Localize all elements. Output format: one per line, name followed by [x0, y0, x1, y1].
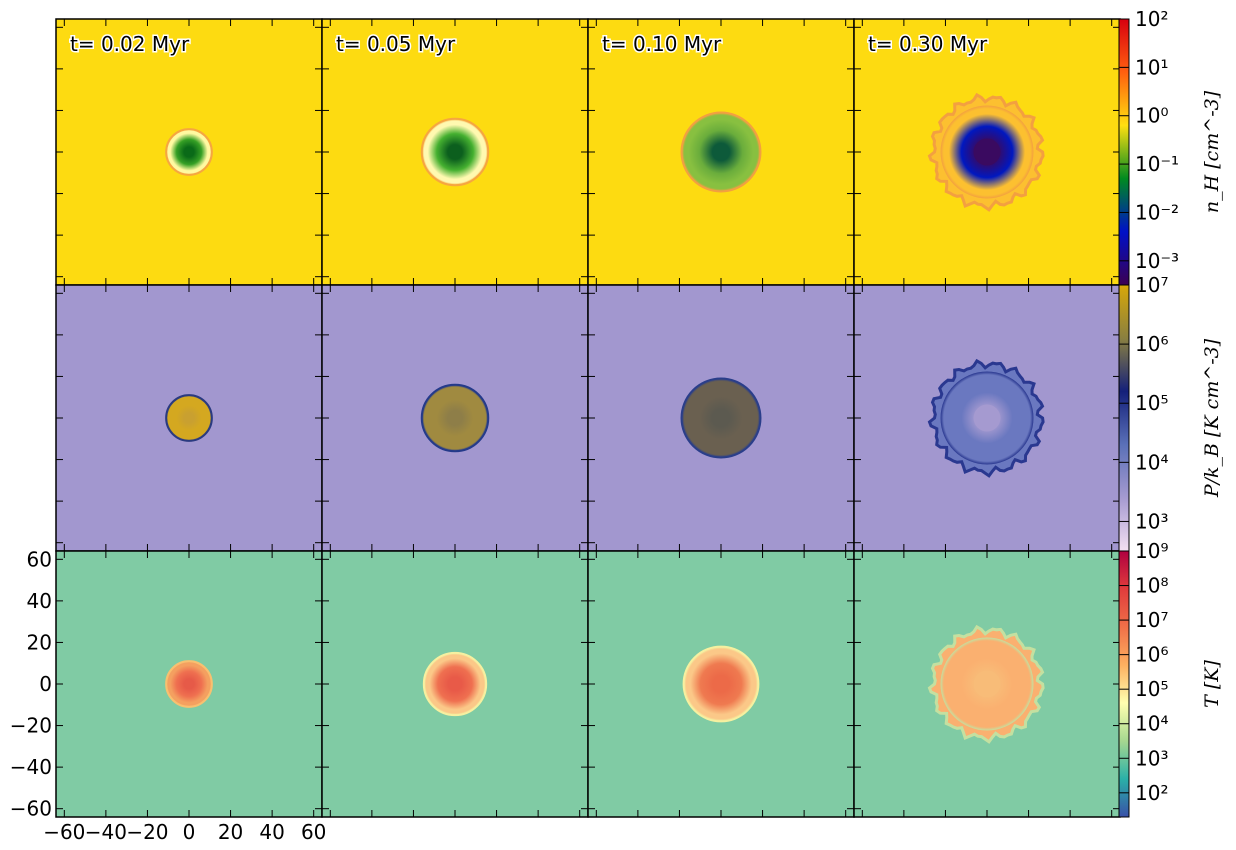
x-tick-label: 20 [218, 820, 243, 844]
bubble [165, 394, 213, 442]
time-label: t= 0.02 Myr [70, 32, 190, 56]
bubble [420, 117, 490, 187]
colorbar-tick-label: 10⁶ [1135, 643, 1168, 667]
x-tick-label: −60 [43, 820, 85, 844]
y-tick-label: 40 [27, 589, 52, 613]
bubble-core [973, 670, 1001, 698]
colorbar-pressure: 10³ 10⁴ 10⁵ 10⁶ 10⁷ P/k_B [K cm^-3] [1118, 273, 1223, 552]
bubble [680, 377, 762, 459]
colorbar-tick-label: 10⁸ [1135, 574, 1168, 598]
y-tick-label: 20 [27, 630, 52, 654]
panel-r0-c1: t= 0.05 Myr [321, 18, 589, 286]
colorbar-tick-label: 10⁹ [1135, 539, 1168, 563]
bubble [420, 383, 490, 453]
colorbar-scale [1118, 284, 1130, 552]
panel-r2-c0 [55, 550, 323, 818]
colorbar-tick-label: 10² [1135, 781, 1168, 805]
colorbar-tick-label: 10⁻¹ [1135, 152, 1179, 176]
colorbar-tick-label: 10⁷ [1135, 608, 1168, 632]
colorbar-tick-label: 10⁷ [1135, 273, 1168, 297]
time-label: t= 0.30 Myr [868, 32, 988, 56]
colorbar-tick-label: 10² [1135, 7, 1168, 31]
colorbar-tick-label: 10⁵ [1135, 391, 1168, 415]
time-label: t= 0.05 Myr [336, 32, 456, 56]
colorbar-temperature: 10² 10³ 10⁴ 10⁵ 10⁶ 10⁷ 10⁸ 10⁹ T [K] [1118, 539, 1223, 818]
colorbar-label: P/k_B [K cm^-3] [1201, 338, 1223, 498]
panel-r0-c0: t= 0.02 Myr [55, 18, 323, 286]
panel-r0-c3: t= 0.30 Myr [853, 18, 1121, 286]
y-tick-label: −20 [10, 714, 52, 738]
bubble-core [973, 404, 1001, 432]
bubble [680, 111, 762, 193]
colorbar-tick-label: 10³ [1135, 509, 1168, 533]
colorbar-label: T [K] [1201, 660, 1223, 708]
colorbar-tick-label: 10⁻² [1135, 200, 1179, 224]
bubble [165, 660, 213, 708]
colorbar-scale [1118, 550, 1130, 818]
panel-r2-c2 [587, 550, 855, 818]
x-tick-label: 0 [183, 820, 196, 844]
x-tick-label: −20 [126, 820, 168, 844]
colorbar-tick-label: 10⁵ [1135, 677, 1168, 701]
panel-r0-c2: t= 0.10 Myr [587, 18, 855, 286]
x-tick-label: 40 [259, 820, 284, 844]
colorbar-tick-label: 10¹ [1135, 55, 1168, 79]
panel-r2-c3 [853, 550, 1121, 818]
colorbar-tick-label: 10⁴ [1135, 712, 1168, 736]
bubble [422, 651, 488, 717]
x-tick-label: 60 [301, 820, 326, 844]
panel-r1-c1 [321, 284, 589, 552]
colorbar-tick-label: 10⁴ [1135, 450, 1168, 474]
colorbar-tick-label: 10⁻³ [1135, 249, 1179, 273]
bubble-core [973, 138, 1001, 166]
colorbar-tick-label: 10³ [1135, 746, 1168, 770]
y-tick-label: 0 [39, 672, 52, 696]
panel-grid: t= 0.02 Myr t= 0.05 Myr t= 0.10 Myr t= 0.30… [55, 18, 1121, 818]
x-tick-label: −40 [85, 820, 127, 844]
y-tick-label: 60 [27, 547, 52, 571]
panel-r1-c3 [853, 284, 1121, 552]
y-tick-label: −40 [10, 755, 52, 779]
colorbar-scale [1118, 18, 1130, 286]
bubble [165, 128, 213, 176]
colorbar-density: 10⁻³ 10⁻² 10⁻¹ 10⁰ 10¹ 10² n_H [cm^-3] [1118, 7, 1223, 286]
bubble [682, 645, 760, 723]
panel-r2-c1 [321, 550, 589, 818]
colorbar-label: n_H [cm^-3] [1201, 90, 1223, 213]
colorbar-tick-label: 10⁶ [1135, 332, 1168, 356]
panel-r1-c0 [55, 284, 323, 552]
panel-r1-c2 [587, 284, 855, 552]
time-label: t= 0.10 Myr [602, 32, 722, 56]
y-tick-label: −60 [10, 797, 52, 821]
colorbar-tick-label: 10⁰ [1135, 104, 1168, 128]
